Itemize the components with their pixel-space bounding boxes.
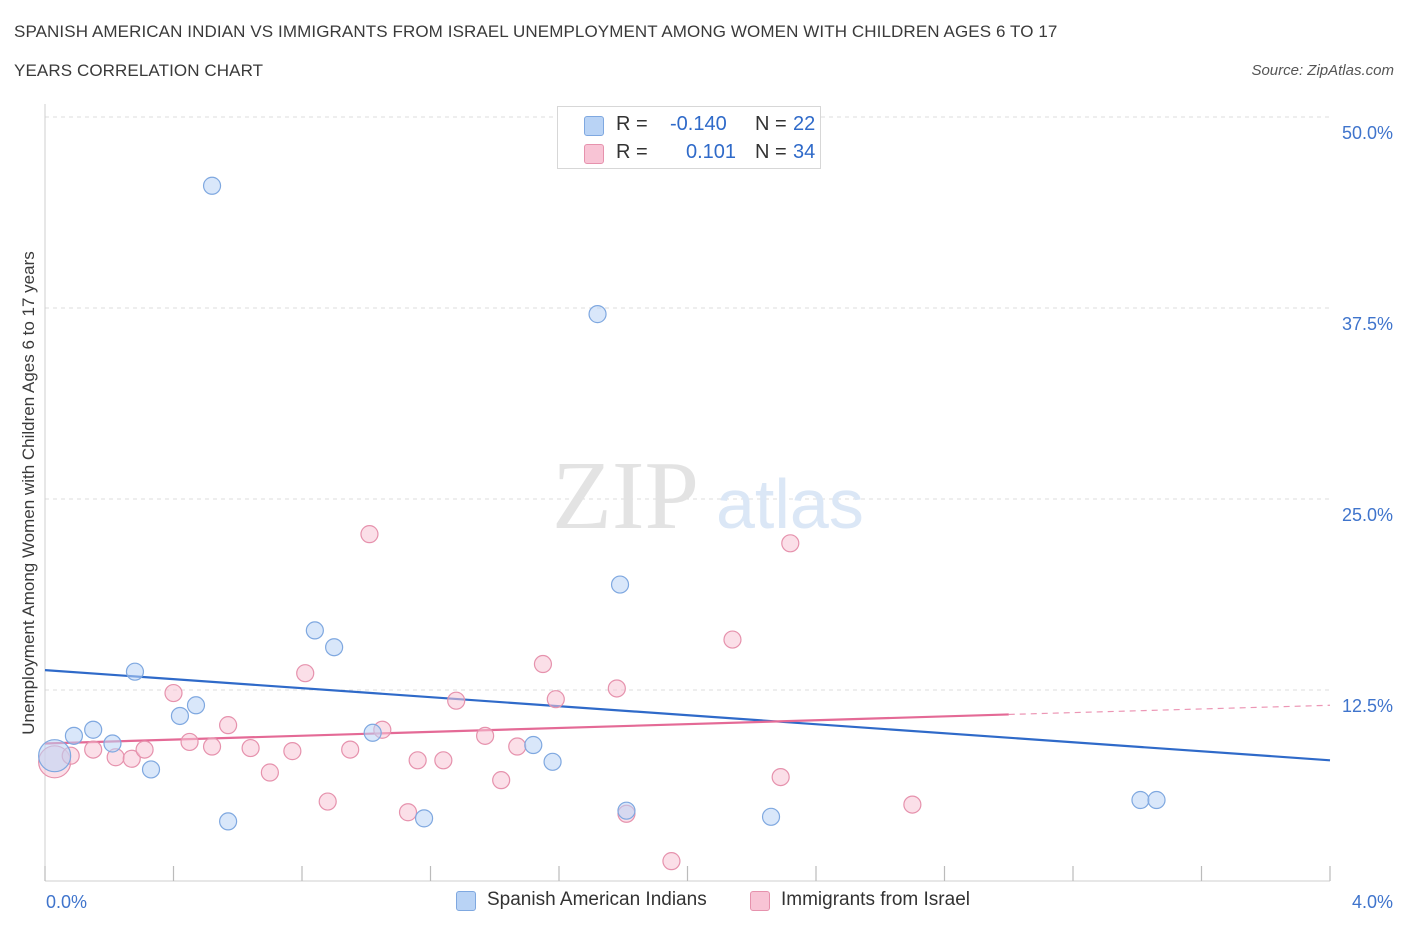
trend-line-immigrants-from-israel — [44, 713, 1009, 745]
data-point-immigrants-from-israel — [84, 740, 103, 759]
data-point-spanish-american-indians — [186, 696, 206, 715]
data-point-spanish-american-indians — [125, 662, 145, 681]
legend-r-value: 0.101 — [686, 141, 737, 163]
data-point-spanish-american-indians — [103, 734, 122, 753]
legend-r-label: R = — [616, 113, 648, 135]
y-tick-label: 25.0% — [1342, 505, 1393, 525]
data-point-spanish-american-indians — [363, 723, 382, 742]
grid-lines — [45, 116, 1330, 691]
data-point-immigrants-from-israel — [283, 742, 302, 761]
chart-title-line-2: YEARS CORRELATION CHART — [14, 61, 264, 80]
trend-line-spanish-american-indians — [44, 669, 1331, 762]
y-tick-label: 12.5% — [1342, 696, 1393, 716]
data-point-spanish-american-indians — [524, 735, 543, 755]
legend-n-value: 34 — [793, 141, 816, 163]
data-point-spanish-american-indians — [64, 726, 84, 745]
data-point-immigrants-from-israel — [533, 654, 553, 674]
data-point-immigrants-from-israel — [164, 683, 183, 703]
data-point-immigrants-from-israel — [434, 751, 453, 770]
data-point-spanish-american-indians — [325, 638, 344, 657]
legend-n-label: N = — [755, 113, 787, 135]
correlation-legend: R = -0.140 N = 22 R = 0.101 N = 34 — [557, 106, 821, 169]
data-point-immigrants-from-israel — [408, 751, 427, 770]
data-point-immigrants-from-israel — [546, 690, 565, 709]
trend-lines — [44, 669, 1331, 762]
data-point-immigrants-from-israel — [241, 738, 260, 758]
data-point-spanish-american-indians — [414, 809, 434, 828]
legend-swatch-pink — [584, 144, 604, 164]
y-tick-label: 37.5% — [1342, 314, 1393, 334]
data-point-immigrants-from-israel — [398, 803, 418, 822]
data-point-immigrants-from-israel — [447, 691, 466, 710]
data-point-spanish-american-indians — [170, 706, 190, 726]
data-point-immigrants-from-israel — [781, 534, 800, 553]
data-point-spanish-american-indians — [38, 739, 72, 773]
data-point-spanish-american-indians — [305, 621, 324, 640]
x-tick-label: 4.0% — [1352, 892, 1393, 912]
legend-swatch-blue — [456, 891, 476, 911]
data-point-spanish-american-indians — [610, 575, 630, 594]
data-point-immigrants-from-israel — [296, 664, 315, 683]
legend-n-value: 22 — [793, 113, 816, 135]
data-point-immigrants-from-israel — [219, 716, 238, 735]
data-point-spanish-american-indians — [84, 720, 103, 739]
chart-title-line-1: SPANISH AMERICAN INDIAN VS IMMIGRANTS FR… — [14, 22, 1058, 41]
data-point-immigrants-from-israel — [508, 737, 527, 756]
data-point-spanish-american-indians — [1147, 790, 1166, 810]
data-point-immigrants-from-israel — [122, 749, 141, 768]
data-point-immigrants-from-israel — [318, 792, 337, 811]
data-point-spanish-american-indians — [1131, 790, 1150, 810]
legend-item-label: Immigrants from Israel — [781, 889, 970, 910]
legend-swatch-pink — [750, 891, 770, 911]
data-points — [38, 176, 1166, 871]
data-point-spanish-american-indians — [141, 760, 161, 779]
legend-r-value: -0.140 — [670, 113, 727, 135]
data-point-immigrants-from-israel — [607, 679, 626, 698]
x-tick-label: 0.0% — [46, 892, 87, 912]
data-point-immigrants-from-israel — [260, 763, 279, 782]
data-point-spanish-american-indians — [617, 801, 636, 820]
data-point-spanish-american-indians — [543, 752, 562, 771]
source-label: Source: ZipAtlas.com — [1251, 62, 1394, 79]
legend-r-label: R = — [616, 141, 648, 163]
data-point-spanish-american-indians — [588, 305, 607, 324]
data-point-immigrants-from-israel — [492, 771, 511, 790]
legend-item-label: Spanish American Indians — [487, 889, 707, 910]
data-point-immigrants-from-israel — [180, 732, 199, 752]
data-point-immigrants-from-israel — [135, 740, 154, 759]
y-axis-label: Unemployment Among Women with Children A… — [19, 251, 38, 735]
data-point-immigrants-from-israel — [360, 525, 379, 544]
tick-labels: 12.5% 25.0% 37.5% 50.0% 0.0% 4.0% — [46, 123, 1393, 912]
data-point-immigrants-from-israel — [903, 795, 922, 814]
data-point-immigrants-from-israel — [771, 767, 790, 787]
data-point-immigrants-from-israel — [341, 740, 360, 759]
y-tick-label: 50.0% — [1342, 123, 1393, 143]
data-point-immigrants-from-israel — [662, 852, 681, 871]
data-point-spanish-american-indians — [219, 812, 238, 831]
trend-line-dashed-extension — [1008, 704, 1331, 716]
data-point-immigrants-from-israel — [723, 630, 742, 649]
data-point-immigrants-from-israel — [202, 737, 222, 756]
data-point-spanish-american-indians — [761, 807, 781, 826]
watermark: ZIP atlas — [552, 442, 864, 550]
watermark-atlas: atlas — [716, 465, 864, 543]
watermark-zip: ZIP — [552, 442, 699, 550]
legend-swatch-blue — [584, 116, 604, 136]
data-point-spanish-american-indians — [202, 176, 222, 195]
data-point-immigrants-from-israel — [476, 726, 495, 745]
legend-n-label: N = — [755, 141, 787, 163]
